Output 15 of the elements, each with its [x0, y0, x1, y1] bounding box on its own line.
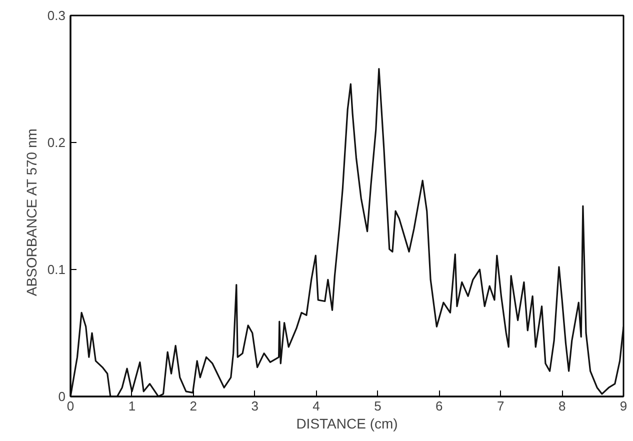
x-tick-label: 6	[436, 398, 443, 414]
y-tick-label: 0.3	[47, 8, 66, 23]
y-tick-label: 0.1	[47, 262, 66, 277]
x-tick-label: 9	[620, 398, 628, 414]
y-tick-label: 0.2	[47, 135, 66, 150]
x-tick-label: 8	[558, 398, 566, 414]
x-tick-label: 3	[251, 398, 258, 414]
x-axis-title: DISTANCE (cm)	[296, 416, 398, 432]
x-tick-label: 7	[496, 398, 504, 414]
x-tick-label: 1	[128, 398, 136, 414]
y-axis-title: ABSORBANCE AT 570 nm	[23, 128, 40, 296]
x-tick-label: 4	[312, 398, 320, 414]
y-tick-label: 0	[58, 389, 66, 404]
x-tick-label: 2	[190, 398, 198, 414]
x-tick-label: 5	[374, 398, 382, 414]
